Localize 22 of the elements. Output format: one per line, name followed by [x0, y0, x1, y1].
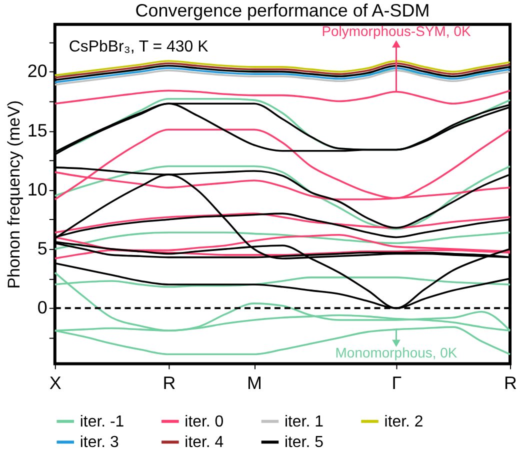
legend-label: iter. 2: [384, 413, 424, 430]
legend-label: iter. 3: [80, 434, 119, 452]
annotation: Monomorphous, 0K: [335, 344, 458, 360]
legend-label: iter. 5: [284, 434, 324, 452]
annotation: CsPbBr₃, T = 430 K: [68, 38, 209, 56]
y-tick-label: 5: [37, 238, 48, 259]
y-tick-label: 20: [27, 61, 48, 82]
x-tick-label: R: [504, 373, 518, 394]
annotation: Polymorphous-SYM, 0K: [322, 22, 472, 39]
y-axis-title: Phonon frequency (meV): [4, 100, 24, 289]
x-tick-label: Γ: [392, 373, 402, 394]
chart-title: Convergence performance of A-SDM: [135, 0, 430, 20]
y-tick-label: 0: [37, 298, 48, 318]
x-tick-label: X: [49, 373, 62, 394]
legend-label: iter. 0: [184, 413, 224, 430]
legend-label: iter. -1: [80, 413, 124, 430]
y-tick-label: 15: [27, 120, 48, 140]
x-tick-label: R: [162, 373, 176, 394]
x-tick-label: M: [247, 373, 262, 394]
y-tick-label: 10: [27, 179, 48, 200]
legend-label: iter. 1: [284, 413, 324, 430]
legend-label: iter. 4: [184, 434, 224, 452]
